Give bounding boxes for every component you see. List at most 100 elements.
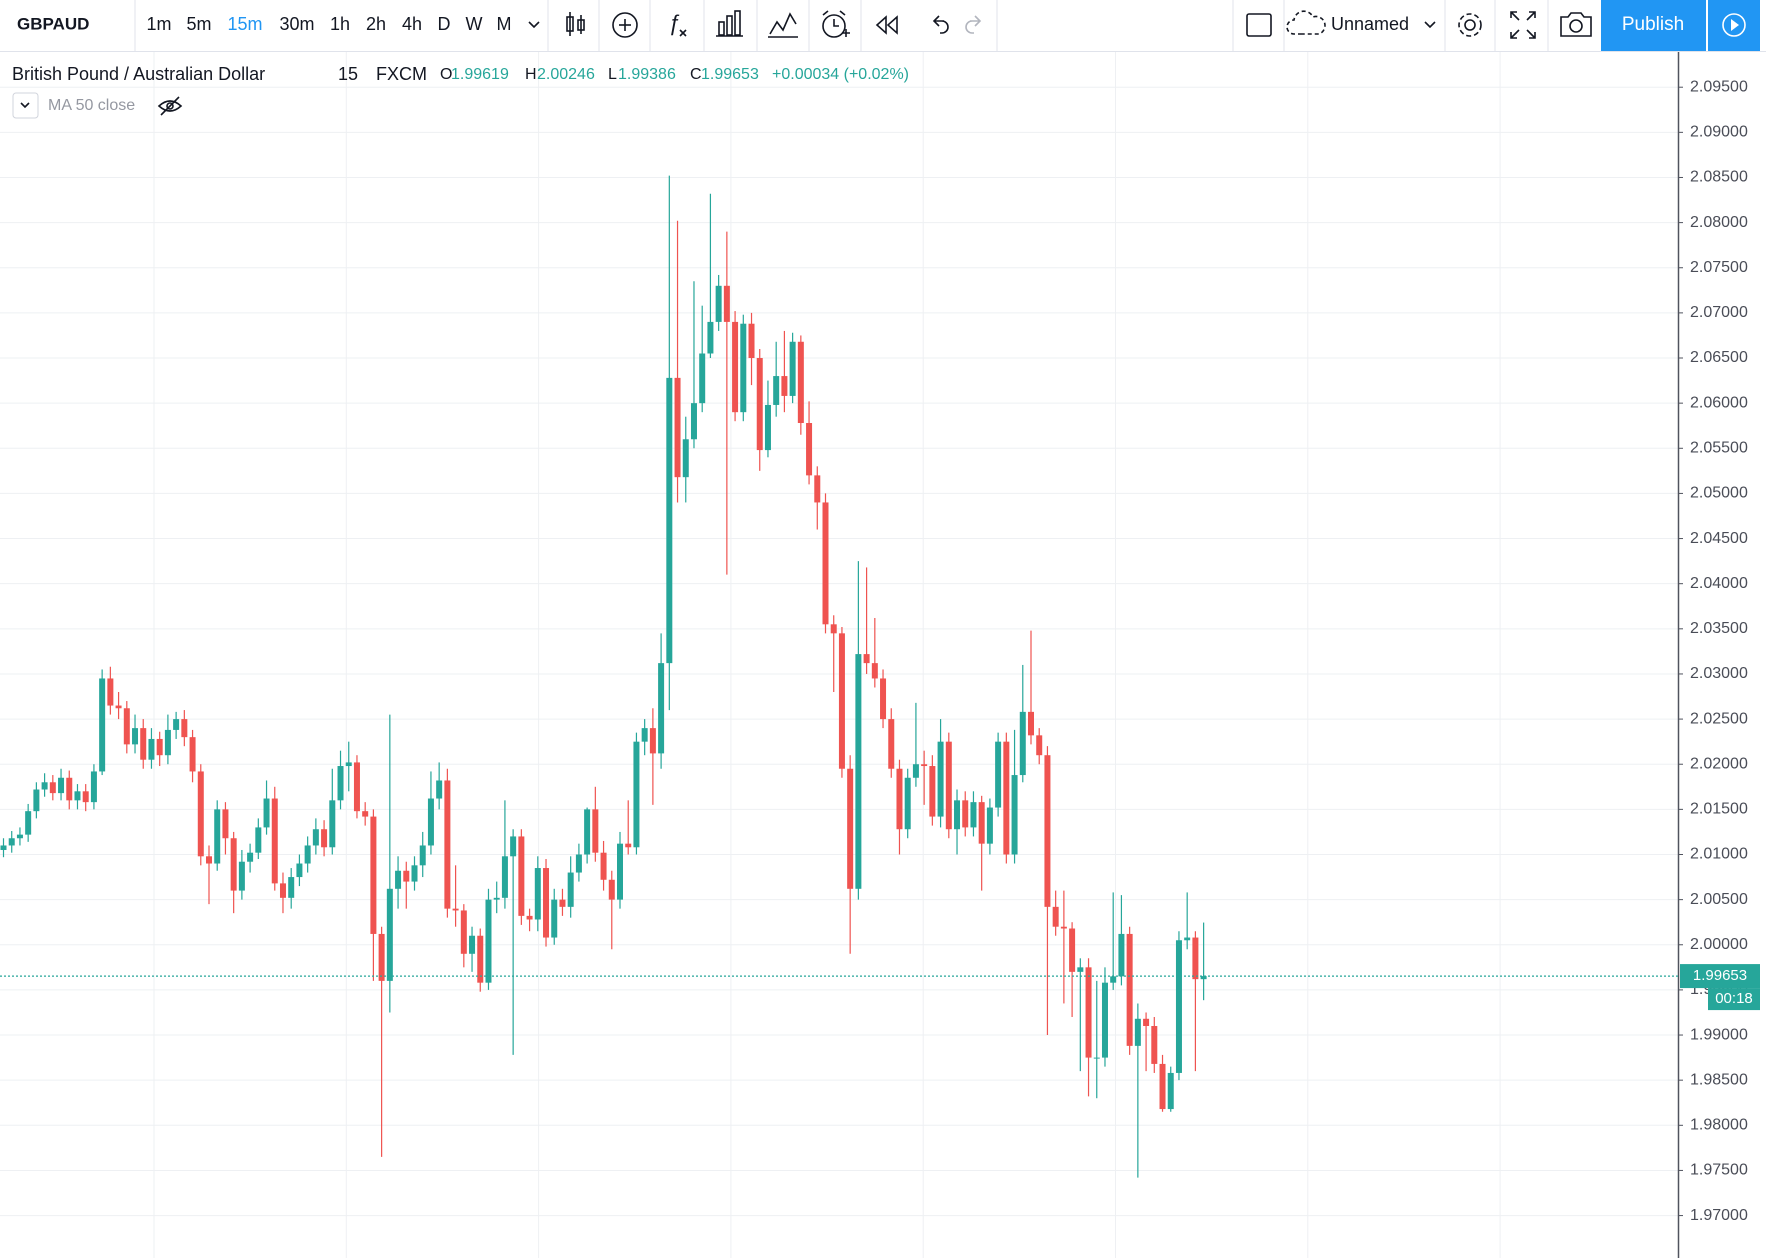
- candle-body: [510, 836, 517, 857]
- candle-body: [123, 708, 130, 745]
- y-tick-label: 2.09000: [1690, 124, 1748, 141]
- snapshot-button[interactable]: [1560, 12, 1592, 37]
- undo-button[interactable]: [932, 15, 949, 34]
- layout-name[interactable]: Unnamed: [1331, 14, 1409, 34]
- interval-dropdown[interactable]: [528, 21, 540, 29]
- candle-body: [1143, 1018, 1150, 1027]
- candle-body: [773, 376, 780, 405]
- close-value: 1.99653: [701, 66, 759, 83]
- candle-body: [1167, 1072, 1174, 1110]
- candle-body: [732, 321, 739, 413]
- candle-body: [1052, 906, 1059, 927]
- publish-label[interactable]: Publish: [1622, 14, 1684, 35]
- interval-button[interactable]: 1m: [146, 14, 171, 34]
- replay-button[interactable]: [875, 15, 898, 35]
- candle-body: [370, 816, 377, 934]
- candle-body: [321, 829, 328, 848]
- candle-body: [1019, 711, 1026, 776]
- candle-body: [748, 323, 755, 359]
- candle-body: [797, 341, 804, 424]
- candle-body: [58, 777, 65, 794]
- candle-body: [592, 809, 599, 853]
- candle-body: [140, 728, 147, 760]
- candle-body: [197, 771, 204, 857]
- candle-body: [567, 872, 574, 907]
- candle-body: [699, 353, 706, 404]
- add-indicator-button[interactable]: [612, 12, 638, 38]
- interval: 15: [338, 64, 358, 84]
- low-value: 1.99386: [618, 66, 676, 83]
- fullscreen-button[interactable]: [1510, 11, 1536, 39]
- candle-body: [945, 741, 952, 830]
- candle-body: [781, 376, 788, 396]
- play-icon: [1722, 13, 1746, 37]
- layout-button[interactable]: [1246, 13, 1272, 37]
- candle-body: [1159, 1063, 1166, 1110]
- templates-button[interactable]: [716, 10, 743, 37]
- candle-body: [337, 766, 344, 801]
- candle-body: [247, 852, 254, 862]
- chart-type-button[interactable]: [566, 12, 585, 36]
- alert-button[interactable]: [822, 10, 850, 38]
- y-tick-label: 1.97000: [1690, 1207, 1748, 1224]
- y-tick-label: 1.99000: [1690, 1026, 1748, 1043]
- y-tick-label: 2.03500: [1690, 620, 1748, 637]
- countdown-label: 00:18: [1715, 990, 1753, 1007]
- candle-body: [649, 728, 656, 754]
- candle-body: [419, 845, 426, 866]
- candle-body: [230, 838, 237, 891]
- indicator-label[interactable]: MA 50 close: [48, 97, 135, 114]
- interval-button[interactable]: 5m: [186, 14, 211, 34]
- candle-body: [8, 838, 15, 846]
- candle-body: [296, 863, 303, 878]
- candle-body: [855, 654, 862, 889]
- candle-body: [206, 856, 212, 864]
- candle-body: [469, 935, 476, 954]
- candle-body: [658, 663, 665, 754]
- candle-body: [107, 678, 114, 706]
- publish-button[interactable]: [1601, 0, 1706, 51]
- y-tick-label: 2.06500: [1690, 349, 1748, 366]
- candle-body: [427, 798, 434, 846]
- candle-body: [723, 285, 730, 322]
- y-tick-label: 2.07000: [1690, 304, 1748, 321]
- source: FXCM: [376, 64, 427, 84]
- candle-body: [1110, 976, 1117, 983]
- candle-body: [238, 861, 245, 891]
- interval-button[interactable]: 15m: [227, 14, 262, 34]
- interval-button[interactable]: 4h: [402, 14, 422, 34]
- candle-body: [789, 341, 796, 396]
- interval-button[interactable]: 2h: [366, 14, 386, 34]
- interval-button[interactable]: W: [466, 14, 483, 34]
- symbol[interactable]: GBPAUD: [17, 14, 89, 33]
- high-value: 2.00246: [537, 66, 595, 83]
- compare-button[interactable]: [768, 12, 798, 38]
- candle-body: [1175, 940, 1182, 1073]
- candle-body: [255, 827, 262, 853]
- candle-body: [682, 439, 689, 478]
- interval-button[interactable]: D: [438, 14, 451, 34]
- interval-button[interactable]: M: [497, 14, 512, 34]
- interval-button[interactable]: 1h: [330, 14, 350, 34]
- candle-body: [830, 624, 837, 634]
- interval-button[interactable]: 30m: [279, 14, 314, 34]
- fx-icon[interactable]: ƒ: [668, 10, 680, 35]
- candle-body: [551, 899, 558, 938]
- candle-body: [444, 780, 451, 909]
- candle-body: [460, 910, 467, 954]
- y-tick-label: 2.08000: [1690, 214, 1748, 231]
- settings-button[interactable]: [1458, 13, 1482, 37]
- y-tick-label: 2.01500: [1690, 801, 1748, 818]
- close-letter: C: [690, 66, 702, 83]
- candle-body: [970, 802, 977, 828]
- candle-body: [477, 935, 484, 983]
- candle-body: [1184, 937, 1191, 941]
- candle-body: [378, 933, 385, 981]
- hide-indicator-button[interactable]: [157, 96, 183, 116]
- redo-button[interactable]: [965, 15, 982, 34]
- candle-body: [1077, 967, 1084, 972]
- candle-body: [362, 811, 369, 817]
- y-tick-label: 2.03000: [1690, 665, 1748, 682]
- layout-dropdown[interactable]: [1424, 21, 1436, 29]
